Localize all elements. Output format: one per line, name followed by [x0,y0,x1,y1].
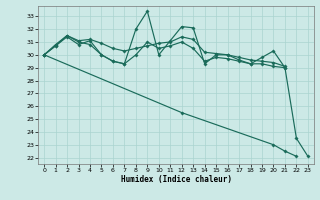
X-axis label: Humidex (Indice chaleur): Humidex (Indice chaleur) [121,175,231,184]
